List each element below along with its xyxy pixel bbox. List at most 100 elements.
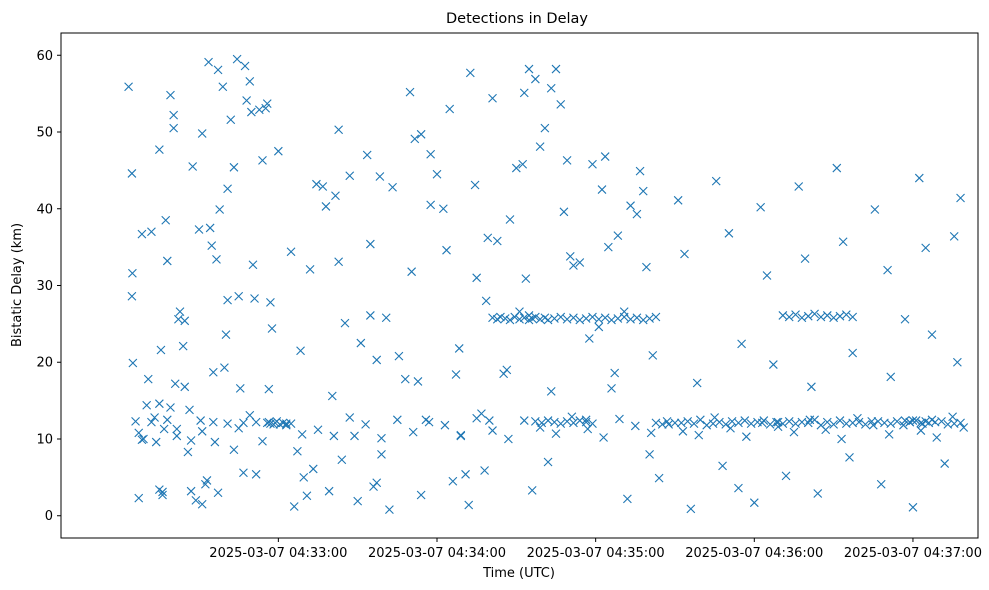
data-point: [345, 171, 355, 181]
data-point: [914, 173, 924, 183]
data-point: [845, 453, 854, 462]
data-point: [642, 262, 651, 272]
data-point: [248, 260, 258, 270]
data-point: [150, 413, 159, 422]
data-point: [530, 74, 540, 84]
data-point: [686, 504, 696, 514]
data-point: [803, 311, 813, 321]
data-point: [296, 346, 305, 356]
data-point: [519, 313, 529, 323]
data-point: [334, 257, 344, 267]
data-point: [619, 312, 629, 322]
y-tick-label: 20: [36, 356, 53, 371]
data-point: [273, 146, 283, 156]
data-point: [662, 416, 672, 426]
data-point: [440, 420, 450, 430]
data-point: [583, 424, 593, 434]
data-point: [484, 416, 494, 425]
data-point: [607, 383, 616, 393]
data-point: [251, 469, 261, 479]
data-point: [362, 150, 372, 160]
data-point: [445, 104, 455, 114]
data-point: [186, 486, 196, 496]
data-point: [369, 482, 378, 491]
data-point: [212, 255, 221, 264]
data-point: [365, 239, 375, 249]
data-point: [245, 410, 255, 420]
data-point: [496, 312, 505, 322]
data-point: [860, 420, 870, 429]
data-point: [454, 344, 464, 353]
data-point: [610, 368, 620, 378]
data-point: [518, 159, 528, 169]
data-point: [154, 145, 164, 155]
data-point: [632, 209, 642, 219]
data-point: [188, 162, 198, 171]
y-axis-label: Bistatic Delay (km): [10, 223, 25, 347]
x-tick-label: 2025-03-07 04:33:00: [209, 546, 347, 561]
data-point: [737, 339, 746, 349]
data-point: [161, 215, 171, 225]
data-point: [853, 413, 862, 423]
data-point: [480, 466, 489, 475]
y-tick-label: 10: [36, 432, 53, 447]
data-point: [262, 99, 272, 108]
data-point: [886, 372, 896, 382]
data-point: [178, 341, 188, 351]
data-point: [361, 420, 370, 429]
data-point: [959, 423, 969, 432]
data-point: [613, 231, 623, 241]
data-point: [327, 391, 337, 401]
data-point: [258, 436, 267, 446]
data-point: [543, 457, 553, 467]
data-point: [551, 429, 561, 439]
data-point: [695, 415, 705, 425]
data-point: [242, 96, 252, 105]
data-point: [191, 496, 201, 505]
data-point: [426, 200, 436, 210]
data-point: [229, 445, 239, 455]
data-point: [281, 419, 291, 429]
data-point: [692, 378, 702, 388]
y-tick-label: 50: [36, 126, 53, 141]
data-point: [927, 330, 937, 340]
data-point: [673, 195, 683, 205]
data-point: [312, 179, 321, 189]
data-point: [559, 207, 569, 217]
data-point: [143, 374, 153, 384]
data-point: [813, 489, 823, 498]
data-point: [159, 424, 169, 434]
data-point: [245, 76, 255, 86]
data-point: [186, 436, 196, 445]
data-point: [408, 427, 418, 437]
data-point: [635, 166, 645, 176]
data-point: [234, 423, 244, 433]
y-tick-label: 0: [45, 509, 53, 524]
data-point: [128, 358, 138, 368]
data-point: [127, 291, 137, 301]
y-tick-label: 40: [36, 202, 53, 217]
data-point: [949, 231, 959, 241]
data-point: [927, 415, 937, 425]
data-point: [388, 182, 397, 192]
data-point: [546, 83, 556, 93]
data-point: [410, 134, 420, 144]
data-point: [670, 418, 680, 428]
x-tick-label: 2025-03-07 04:35:00: [527, 546, 665, 561]
data-point: [683, 416, 693, 426]
data-point: [331, 191, 340, 201]
data-point: [318, 182, 328, 191]
data-point: [756, 202, 766, 212]
data-point: [848, 312, 858, 322]
data-point: [749, 498, 759, 508]
data-point: [356, 338, 366, 348]
data-point: [175, 307, 185, 316]
data-point: [822, 311, 832, 320]
data-point: [350, 431, 359, 441]
data-point: [223, 295, 232, 305]
data-point: [461, 469, 470, 479]
data-point: [405, 87, 415, 97]
data-point: [375, 172, 385, 181]
